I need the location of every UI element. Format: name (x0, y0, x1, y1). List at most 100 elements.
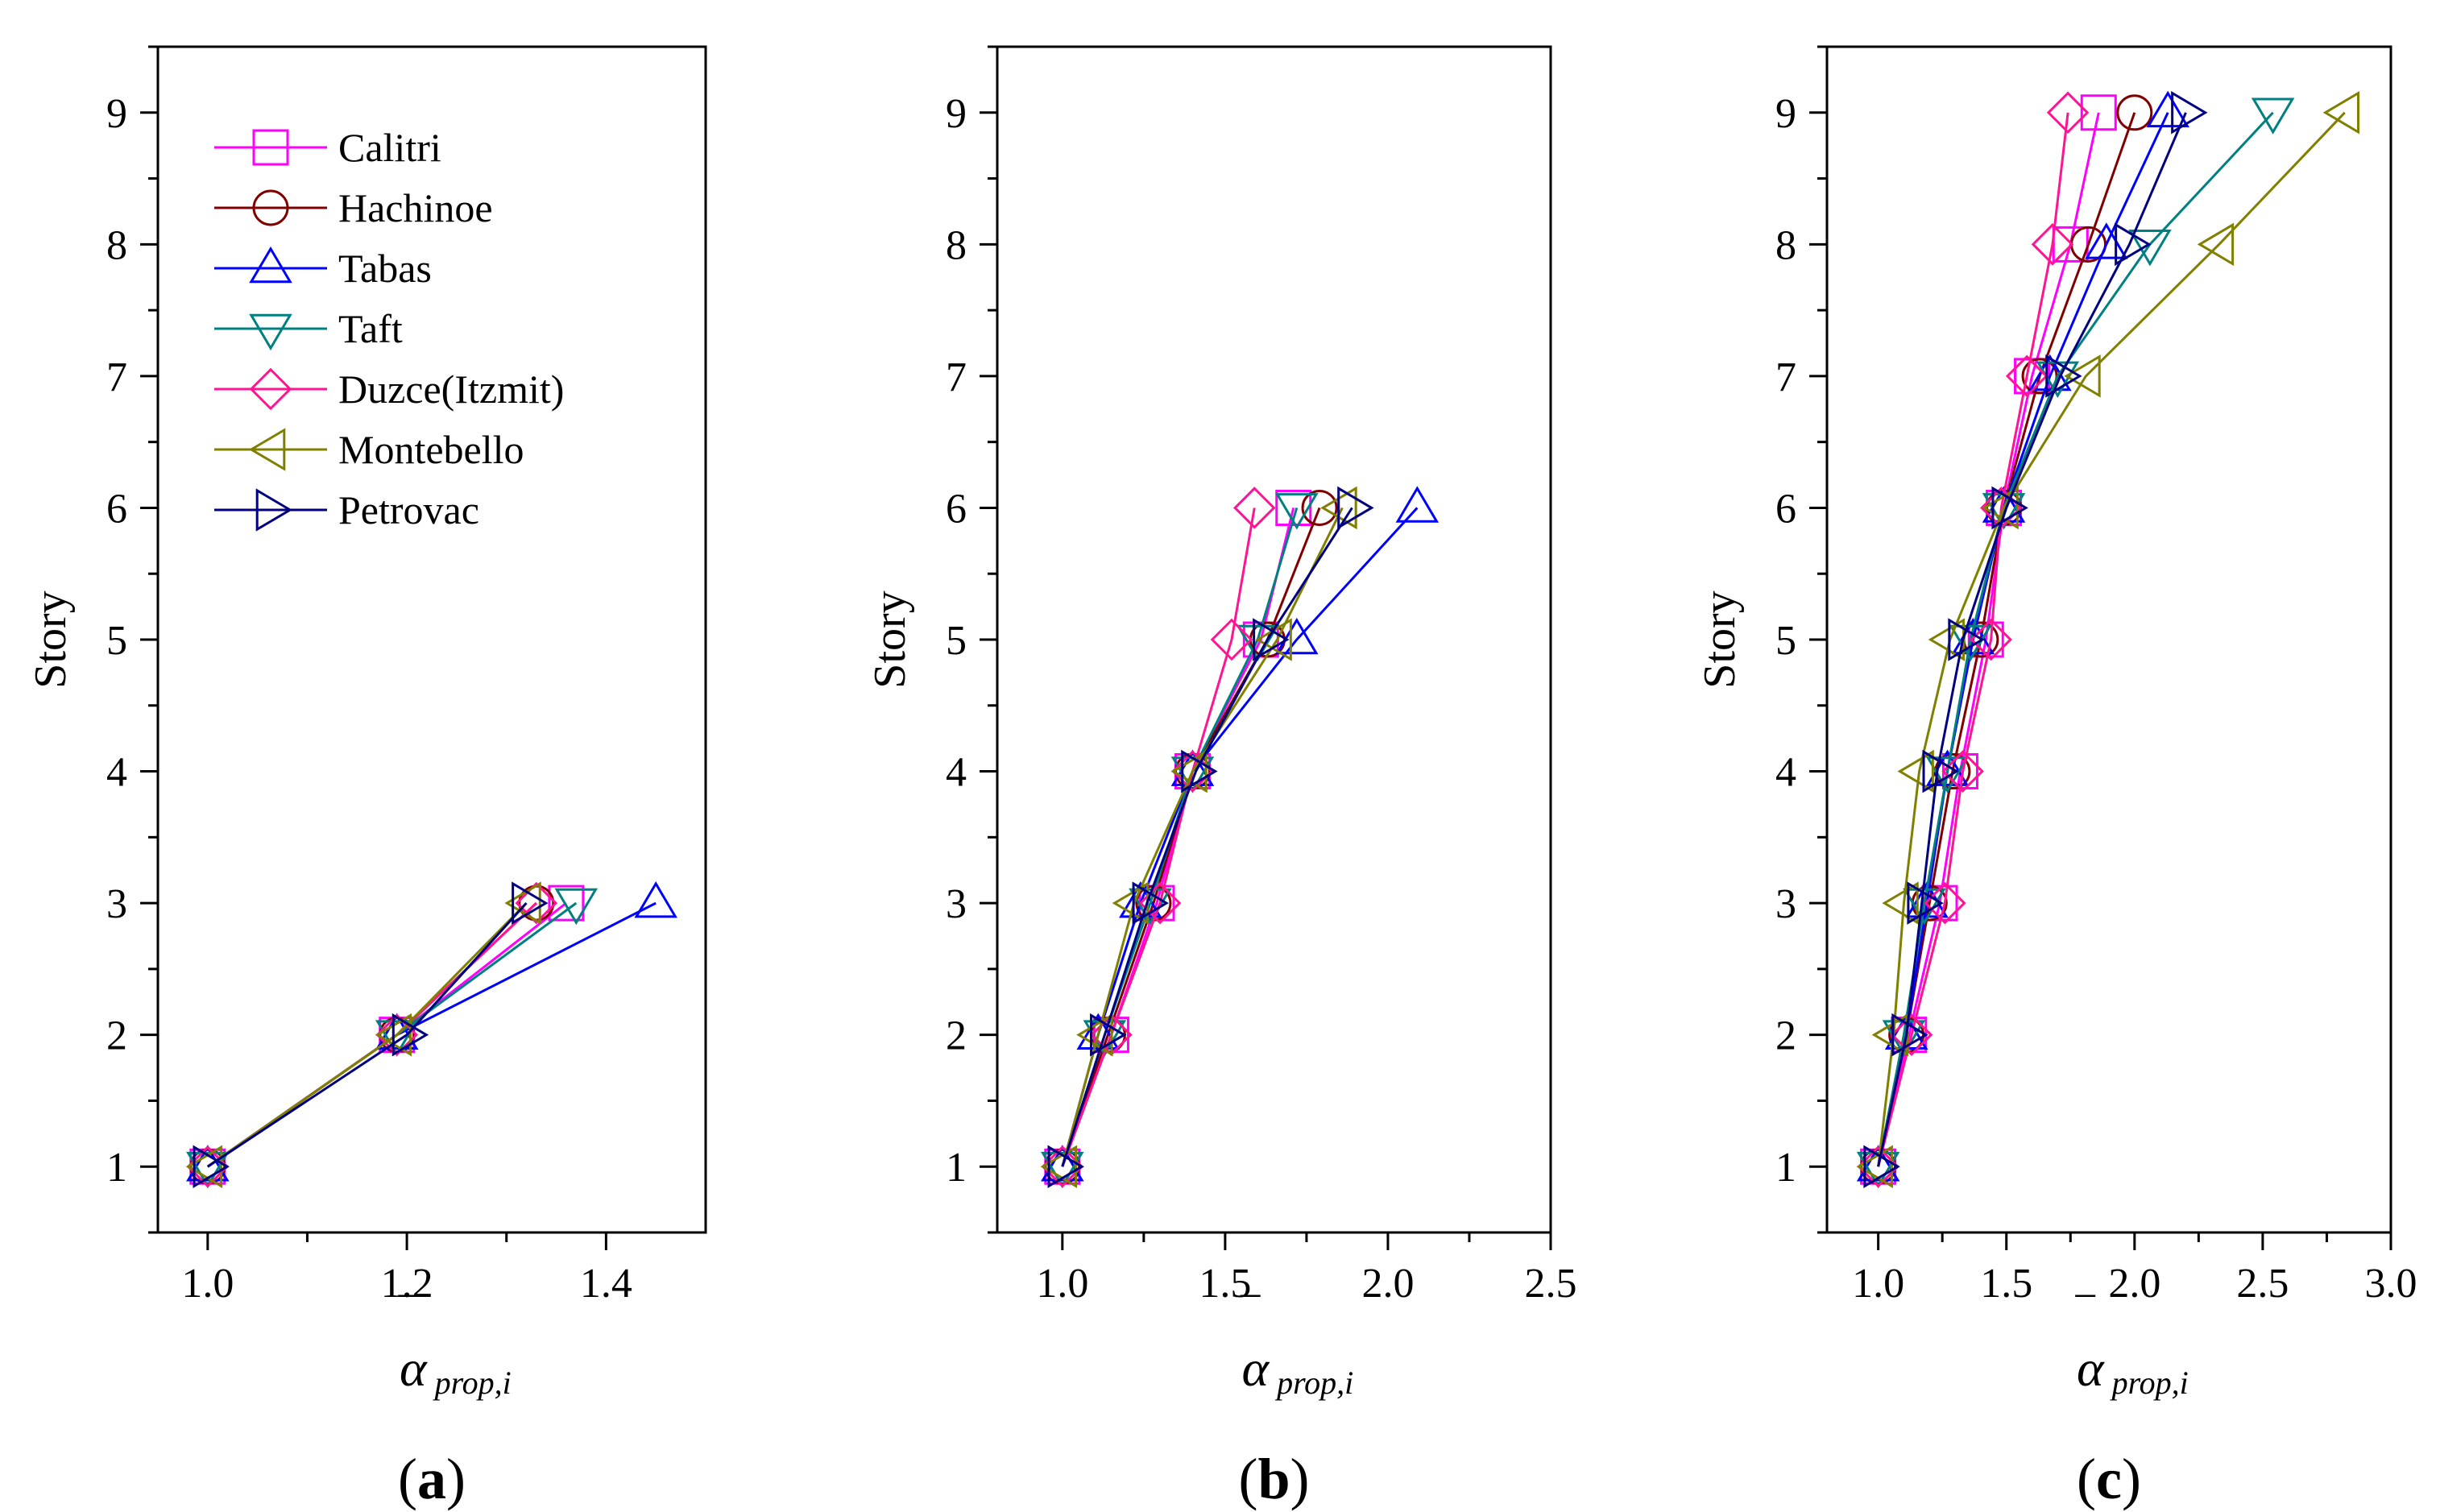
legend-label: Duzce(Itzmit) (338, 367, 564, 412)
data-point (1860, 1148, 1897, 1185)
x-tick-label: 1.0 (181, 1261, 234, 1307)
data-point (1941, 750, 1984, 793)
y-tick-label: 4 (1775, 750, 1796, 796)
data-point (1922, 749, 1959, 793)
legend: Calitri Hachinoe Tabas Taft Duzce(Itzmit) Mon… (214, 125, 564, 532)
data-point (1275, 489, 1312, 526)
data-point (512, 881, 549, 925)
data-point (186, 1145, 230, 1182)
data-point (2116, 94, 2153, 131)
series-line (1877, 112, 2187, 1167)
y-axis-label: Story (865, 590, 915, 688)
panel-c: 1 2 3 4 5 6 7 8 9 1.0 1.5 2.0 2.5 3.0 Story α prop,i‾ (c) (1695, 45, 2417, 1511)
data-point (2128, 230, 2172, 267)
y-tick-label: 9 (106, 91, 127, 137)
plot-frame (996, 45, 1552, 1234)
y-tick-label: 7 (1775, 354, 1796, 400)
y-axis-label: Story (26, 590, 76, 688)
legend-marker (252, 129, 289, 166)
data-point (1882, 881, 1919, 925)
series-line (206, 901, 657, 1168)
data-point (1076, 1013, 1121, 1050)
data-point (193, 1145, 230, 1188)
data-point (1897, 749, 1934, 793)
y-tick-label: 7 (106, 354, 127, 400)
legend-marker (255, 488, 293, 532)
data-point (1856, 1145, 1900, 1182)
y-axis-label: Story (1695, 590, 1745, 688)
series-line (1877, 112, 2069, 1167)
data-point (1132, 881, 1169, 925)
data-point (2005, 354, 2049, 398)
data-point (1991, 486, 2028, 530)
data-point (1041, 1145, 1084, 1182)
x-tick-label: 2.5 (1525, 1261, 1577, 1307)
data-point (1856, 1145, 1893, 1188)
legend-label: Taft (338, 306, 403, 351)
y-tick-label: 4 (106, 750, 127, 796)
data-point (1907, 881, 1944, 925)
data-point (186, 1151, 230, 1189)
series-line (206, 902, 528, 1168)
y-tick-label: 6 (946, 486, 967, 532)
x-tick-label: 1.0 (1852, 1261, 1904, 1307)
data-point (2046, 91, 2090, 135)
x-axis-label-bar: ‾ (2075, 1290, 2096, 1347)
data-point (554, 888, 599, 926)
y-tick-label: 6 (106, 486, 127, 532)
legend-marker (249, 313, 292, 351)
series-line (206, 902, 528, 1168)
x-tick-label: 2.0 (2108, 1261, 2160, 1307)
legend-label: Hachinoe (338, 185, 493, 230)
data-point (1210, 618, 1253, 661)
data-point (1949, 624, 1992, 662)
data-point (2197, 222, 2235, 267)
series-line (206, 901, 567, 1168)
data-point (1170, 749, 1208, 793)
y-tick-label: 1 (946, 1145, 967, 1191)
x-axis-label-bar: ‾ (1241, 1290, 1261, 1347)
series-line (1061, 507, 1256, 1167)
data-point (2064, 354, 2101, 398)
series-line (1061, 507, 1353, 1167)
panel-b: 1 2 3 4 5 6 7 8 9 1.0 1.5 2.0 2.5 Story α prop,i‾ (b) (865, 45, 1577, 1511)
legend-marker (252, 189, 289, 226)
series-taft (1041, 493, 1319, 1189)
y-tick-label: 3 (946, 881, 967, 927)
y-tick-label: 2 (106, 1013, 127, 1059)
legend-marker (248, 428, 286, 471)
data-point (2031, 223, 2074, 266)
data-point (1856, 1151, 1900, 1189)
series-tabas (186, 881, 677, 1182)
data-point (1232, 487, 1276, 529)
series-line (1061, 507, 1344, 1167)
y-tick-label: 2 (1775, 1013, 1796, 1059)
y-tick-label: 4 (946, 750, 967, 796)
series-petrovac (1863, 91, 2208, 1188)
y-tick-label: 9 (946, 91, 967, 137)
x-tick-label: 1.2 (381, 1261, 433, 1307)
x-tick-label: 2.5 (2236, 1261, 2289, 1307)
data-point (504, 881, 541, 925)
data-point (1181, 749, 1218, 793)
data-point (2146, 90, 2189, 128)
data-point (1090, 1013, 1127, 1057)
y-tick-label: 5 (1775, 618, 1796, 664)
data-point (1076, 1013, 1113, 1057)
data-point (1982, 486, 2019, 530)
series-petrovac (193, 881, 549, 1188)
panel-label: (c) (2077, 1447, 2141, 1511)
data-point (375, 1020, 419, 1057)
data-point (1395, 486, 1440, 523)
x-tick-label: 1.5 (1199, 1261, 1251, 1307)
x-tick-label: 1.4 (580, 1261, 632, 1307)
x-tick-label: 1.0 (1036, 1261, 1088, 1307)
y-tick-label: 5 (106, 618, 127, 664)
y-tick-label: 8 (946, 222, 967, 268)
y-tick-label: 3 (106, 881, 127, 927)
data-point (375, 1013, 419, 1050)
x-axis-label-bar: ‾ (398, 1290, 419, 1347)
y-tick-label: 8 (106, 222, 127, 268)
data-point (1337, 486, 1374, 530)
data-point (1863, 1145, 1900, 1188)
